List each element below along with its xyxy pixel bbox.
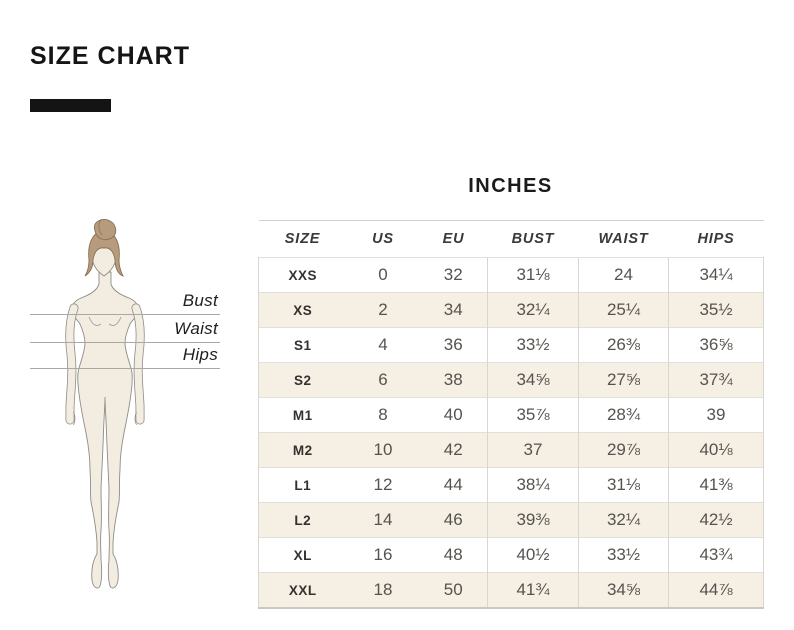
value-cell: 33½ <box>487 327 579 363</box>
value-cell: 14 <box>346 502 420 538</box>
value-cell: 31⅛ <box>487 257 579 293</box>
value-cell: 40⅛ <box>668 432 764 468</box>
hips-measure-line <box>30 368 220 369</box>
value-cell: 32¼ <box>578 502 669 538</box>
value-cell: 2 <box>346 292 420 328</box>
value-cell: 34⅝ <box>487 362 579 398</box>
value-cell: 38 <box>419 362 488 398</box>
column-header: EU <box>442 231 465 247</box>
hair-bun <box>93 219 117 241</box>
value-cell: 25¼ <box>578 292 669 328</box>
table-row: XXL 18 50 41¾ 34⅝ 44⅞ <box>258 572 764 609</box>
size-cell: S2 <box>258 362 347 398</box>
value-cell: 46 <box>419 502 488 538</box>
value-cell: 38¼ <box>487 467 579 503</box>
table-row: M2 10 42 37 29⅞ 40⅛ <box>258 432 764 468</box>
waist-measure-line <box>30 342 220 343</box>
value-cell: 48 <box>419 537 488 573</box>
value-cell: 36⅝ <box>668 327 764 363</box>
value-cell: 10 <box>346 432 420 468</box>
size-table-body: XXS 0 32 31⅛ 24 34¼ XS 2 34 32¼ 25¼ 35½ S1 4 36 33½ 26⅜ 3… <box>258 257 764 609</box>
value-cell: 39 <box>668 397 764 433</box>
unit-heading: INCHES <box>468 175 553 197</box>
table-row: S1 4 36 33½ 26⅜ 36⅝ <box>258 327 764 363</box>
value-cell: 8 <box>346 397 420 433</box>
value-cell: 42 <box>419 432 488 468</box>
value-cell: 6 <box>346 362 420 398</box>
size-cell: L2 <box>258 502 347 538</box>
bust-label: Bust <box>182 291 218 310</box>
left-thumb-line <box>73 411 76 426</box>
value-cell: 29⅞ <box>578 432 669 468</box>
column-header: BUST <box>511 231 555 247</box>
bust-curve-left <box>88 316 102 326</box>
right-thumb-line <box>134 411 137 426</box>
value-cell: 37 <box>487 432 579 468</box>
size-cell: M2 <box>258 432 347 468</box>
value-cell: 43¾ <box>668 537 764 573</box>
right-arm <box>132 304 144 424</box>
size-cell: M1 <box>258 397 347 433</box>
value-cell: 37¾ <box>668 362 764 398</box>
hips-label: Hips <box>182 345 218 364</box>
female-figure-illustration <box>65 219 145 589</box>
table-row: XXS 0 32 31⅛ 24 34¼ <box>258 257 764 293</box>
value-cell: 27⅝ <box>578 362 669 398</box>
table-row: S2 6 38 34⅝ 27⅝ 37¾ <box>258 362 764 398</box>
table-row: M1 8 40 35⅞ 28¾ 39 <box>258 397 764 433</box>
value-cell: 31⅛ <box>578 467 669 503</box>
size-cell: XS <box>258 292 347 328</box>
value-cell: 18 <box>346 572 420 609</box>
table-row: XS 2 34 32¼ 25¼ 35½ <box>258 292 764 328</box>
value-cell: 26⅜ <box>578 327 669 363</box>
hair-bun-detail <box>98 219 103 236</box>
column-header: US <box>372 231 394 247</box>
value-cell: 50 <box>419 572 488 609</box>
value-cell: 28¾ <box>578 397 669 433</box>
table-row: XL 16 48 40½ 33½ 43¾ <box>258 537 764 573</box>
left-arm <box>66 304 78 424</box>
value-cell: 40 <box>419 397 488 433</box>
value-cell: 0 <box>346 257 420 293</box>
bust-measure-line <box>30 314 220 315</box>
column-header: SIZE <box>284 231 321 247</box>
value-cell: 35⅞ <box>487 397 579 433</box>
body-silhouette <box>70 271 140 589</box>
size-cell: XXS <box>258 257 347 293</box>
value-cell: 41⅜ <box>668 467 764 503</box>
value-cell: 44 <box>419 467 488 503</box>
value-cell: 24 <box>578 257 669 293</box>
table-header-row: SIZE US EU BUST WAIST HIPS <box>259 221 764 258</box>
table-row: L1 12 44 38¼ 31⅛ 41⅜ <box>258 467 764 503</box>
page-title: SIZE CHART <box>30 42 190 70</box>
value-cell: 32 <box>419 257 488 293</box>
value-cell: 12 <box>346 467 420 503</box>
value-cell: 34⅝ <box>578 572 669 609</box>
bust-curve-right <box>108 316 122 326</box>
size-table: SIZE US EU BUST WAIST HIPS XXS 0 32 31⅛ 24 34¼ XS 2 3… <box>258 220 764 609</box>
value-cell: 42½ <box>668 502 764 538</box>
value-cell: 36 <box>419 327 488 363</box>
column-header: HIPS <box>697 231 735 247</box>
table-row: L2 14 46 39⅜ 32¼ 42½ <box>258 502 764 538</box>
value-cell: 34 <box>419 292 488 328</box>
value-cell: 40½ <box>487 537 579 573</box>
value-cell: 35½ <box>668 292 764 328</box>
value-cell: 41¾ <box>487 572 579 609</box>
waist-label: Waist <box>174 319 218 338</box>
value-cell: 34¼ <box>668 257 764 293</box>
value-cell: 16 <box>346 537 420 573</box>
value-cell: 44⅞ <box>668 572 764 609</box>
value-cell: 4 <box>346 327 420 363</box>
title-accent-bar <box>30 99 111 112</box>
value-cell: 39⅜ <box>487 502 579 538</box>
value-cell: 32¼ <box>487 292 579 328</box>
column-header: WAIST <box>598 231 649 247</box>
size-cell: XXL <box>258 572 347 609</box>
size-cell: S1 <box>258 327 347 363</box>
size-cell: XL <box>258 537 347 573</box>
value-cell: 33½ <box>578 537 669 573</box>
size-cell: L1 <box>258 467 347 503</box>
